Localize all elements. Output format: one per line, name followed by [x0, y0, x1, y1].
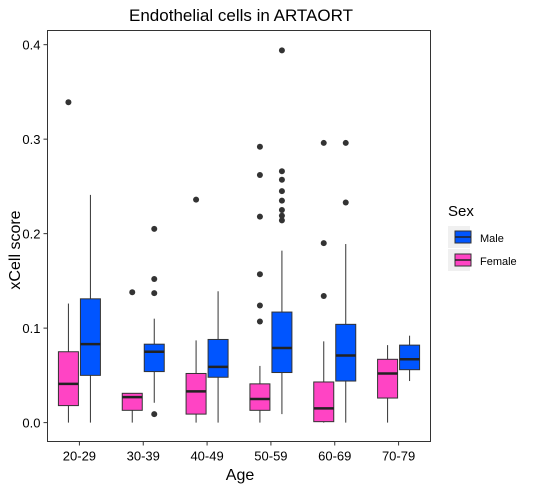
x-axis: 20-29 30-39 40-49 50-59 60-69 70-79 [63, 441, 415, 464]
outlier-point [278, 212, 285, 219]
boxes-layer [57, 47, 421, 423]
outlier-point [129, 289, 136, 296]
outlier-point [278, 188, 285, 195]
box-female-60-69 [313, 139, 335, 423]
outlier-point [256, 302, 263, 309]
legend-entries: Male Female [448, 226, 517, 271]
outlier-point [151, 275, 158, 282]
outlier-point [278, 197, 285, 204]
outlier-point [278, 168, 285, 175]
box-body [57, 351, 79, 407]
box-female-50-59 [249, 143, 271, 423]
box-body [335, 323, 357, 382]
outlier-point [278, 47, 285, 54]
x-tick-label: 60-69 [318, 449, 351, 464]
outlier-point [151, 411, 158, 418]
box-body [399, 344, 421, 371]
outlier-point [256, 143, 263, 150]
y-axis-label: xCell score [7, 210, 24, 289]
box-male-30-39 [143, 225, 165, 418]
box-body [377, 358, 399, 399]
outlier-point [151, 225, 158, 232]
x-axis-label: Age [226, 467, 255, 484]
legend-label: Female [480, 256, 517, 268]
outlier-point [320, 139, 327, 146]
box-female-70-79 [377, 345, 399, 423]
outlier-point [342, 199, 349, 206]
box-body [207, 338, 229, 378]
outlier-point [342, 139, 349, 146]
box-body [271, 311, 293, 374]
box-female-40-49 [185, 196, 207, 423]
outlier-point [256, 318, 263, 325]
y-tick-label: 0.3 [22, 132, 40, 147]
outlier-point [320, 292, 327, 299]
box-female-30-39 [121, 289, 143, 423]
outlier-point [278, 176, 285, 183]
outlier-point [193, 196, 200, 203]
x-tick-label: 40-49 [190, 449, 223, 464]
outlier-point [278, 207, 285, 214]
y-axis: 0.0 0.1 0.2 0.3 0.4 [22, 38, 48, 431]
box-male-60-69 [335, 139, 357, 423]
y-tick-label: 0.0 [22, 416, 40, 431]
outlier-point [320, 240, 327, 247]
y-tick-label: 0.4 [22, 38, 40, 53]
chart-title: Endothelial cells in ARTAORT [129, 6, 353, 25]
x-tick-label: 70-79 [382, 449, 415, 464]
box-body [143, 343, 165, 373]
box-male-70-79 [399, 335, 421, 382]
box-body [313, 381, 335, 423]
outlier-point [256, 172, 263, 179]
outlier-point [65, 99, 72, 106]
box-body [249, 383, 271, 411]
y-tick-label: 0.2 [22, 227, 40, 242]
outlier-point [256, 271, 263, 278]
box-male-40-49 [207, 291, 229, 423]
plot-panel [47, 30, 431, 442]
y-tick-label: 0.1 [22, 321, 40, 336]
box-male-50-59 [271, 47, 293, 415]
x-tick-label: 30-39 [127, 449, 160, 464]
x-tick-label: 50-59 [254, 449, 287, 464]
box-female-20-29 [57, 99, 79, 423]
legend: Sex Male Female [448, 203, 517, 271]
outlier-point [256, 213, 263, 220]
box-body [79, 298, 101, 376]
x-tick-label: 20-29 [63, 449, 96, 464]
legend-label: Male [480, 233, 504, 245]
outlier-point [278, 217, 285, 224]
legend-title: Sex [448, 203, 474, 220]
box-body [185, 372, 207, 415]
outlier-point [151, 290, 158, 297]
box-male-20-29 [79, 194, 101, 423]
